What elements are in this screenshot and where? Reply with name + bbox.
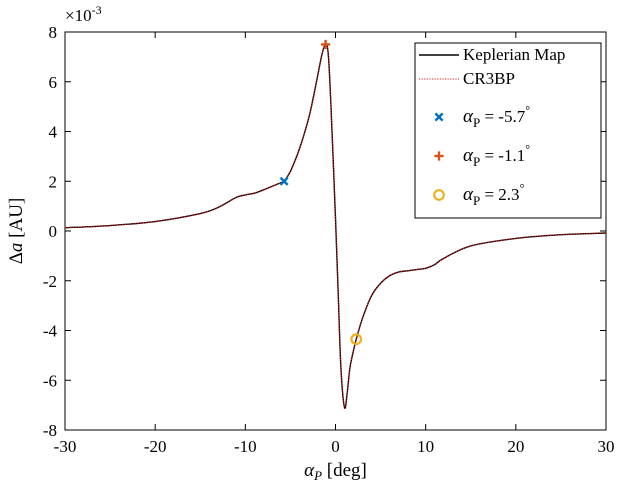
y-tick-label: -8 [43, 421, 57, 440]
legend-subscript: P [473, 193, 480, 208]
legend-label-series: Keplerian Map [463, 45, 565, 64]
legend-marker-3 [433, 189, 445, 201]
x-axis-label: αP [deg] [304, 460, 367, 483]
y-tick-label: 0 [49, 222, 58, 241]
y-tick-label: -4 [43, 322, 58, 341]
x-tick-label: -20 [144, 437, 167, 456]
series-lines [64, 43, 607, 410]
y-tick-label: 4 [49, 123, 58, 142]
legend-label-marker: αP = 2.3° [463, 181, 525, 208]
legend-alpha: α [463, 145, 474, 166]
axis-ticks [64, 31, 607, 431]
legend-subscript: P [473, 154, 480, 169]
y-tick-label: -2 [43, 272, 57, 291]
legend-value: = 2.3 [480, 185, 519, 204]
legend-subscript: P [473, 115, 480, 130]
legend-box [414, 42, 602, 219]
legend-degree: ° [525, 103, 530, 117]
legend-degree: ° [520, 181, 525, 195]
y-tick-label: 6 [49, 73, 58, 92]
legend-marker-2 [434, 151, 444, 161]
legend-degree: ° [525, 142, 530, 156]
x-tick-label: -30 [54, 437, 77, 456]
y-tick-label: 8 [49, 23, 58, 42]
y-axis-label: Δa [AU] [6, 198, 27, 265]
x-marker-stroke [279, 176, 289, 186]
x-tick-label: 0 [331, 437, 340, 456]
marker-points [279, 39, 363, 346]
y-exponent-label: ×10-3 [65, 3, 102, 25]
legend-label-marker: αP = -1.1° [463, 142, 530, 169]
x-tick-label: -10 [234, 437, 257, 456]
legend-alpha: α [463, 106, 474, 127]
circle-marker-stroke [433, 189, 445, 201]
legend-label-series: CR3BP [463, 69, 515, 88]
legend-marker-1 [434, 112, 444, 122]
y-tick-label: 2 [49, 172, 58, 191]
legend-alpha: α [463, 184, 474, 205]
marker-point-1 [279, 176, 289, 186]
legend-value: = -1.1 [480, 146, 525, 165]
y-tick-label: -6 [43, 371, 57, 390]
x-tick-label: 10 [417, 437, 434, 456]
legend-value: = -5.7 [480, 107, 525, 126]
x-tick-label: 20 [507, 437, 524, 456]
x-marker-stroke [434, 112, 444, 122]
marker-point-2 [320, 39, 331, 50]
legend-label-marker: αP = -5.7° [463, 103, 530, 130]
marker-point-3 [350, 333, 363, 346]
circle-marker-stroke [350, 333, 363, 346]
x-tick-label: 30 [598, 437, 615, 456]
cr3bp-series-line [64, 43, 607, 409]
